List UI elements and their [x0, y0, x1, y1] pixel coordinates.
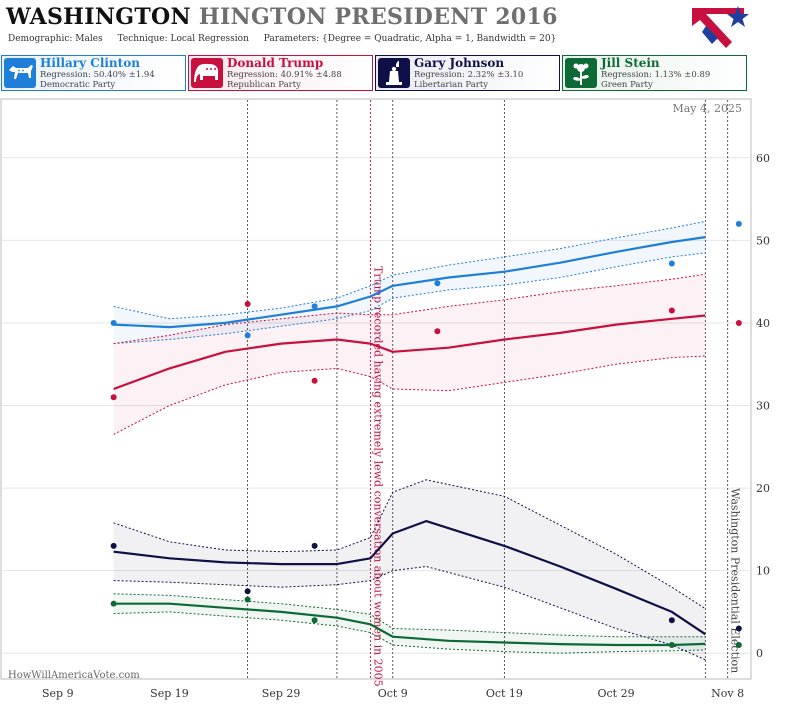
title-state: WASHINGTON [6, 4, 191, 30]
axis-layer: 0 10 20 30 40 50 60 Sep 9 Sep 19 Sep 29 Oct 9 Oct 1… [42, 152, 770, 700]
liberty-statue-icon [378, 58, 410, 88]
candidate-card-johnson: Gary Johnson Regression: 2.32% ±3.10 Lib… [375, 55, 560, 91]
candidate-party: Democratic Party [40, 80, 116, 90]
poll-point [735, 220, 742, 227]
candidate-card-stein: Jill Stein Regression: 1.13% ±0.89 Green… [562, 55, 747, 91]
candidate-regression: Regression: 1.13% ±0.89 [601, 70, 711, 80]
poll-point [244, 588, 251, 595]
lower-bound-line [113, 565, 706, 661]
parameters-label: Parameters: {Degree = Quadratic, Alpha =… [263, 34, 557, 44]
event-label: Trump recorded having extremely lewd con… [371, 266, 384, 687]
candidate-party: Libertarian Party [414, 80, 489, 90]
poll-point [434, 280, 441, 287]
chart-subtitle: Demographic: Males Technique: Local Regr… [8, 34, 568, 44]
poll-point [311, 377, 318, 384]
plot-frame [0, 98, 752, 680]
upper-bound-line [113, 220, 706, 320]
candidate-name: Hillary Clinton [40, 56, 140, 70]
x-tick-label: Nov 8 [711, 687, 744, 700]
site-logo-icon [692, 6, 749, 48]
poll-point [735, 319, 742, 326]
candidate-party: Republican Party [227, 80, 301, 90]
poll-point [311, 542, 318, 549]
lower-bound-line [113, 355, 706, 435]
y-tick-label: 10 [756, 565, 770, 578]
poll-point [668, 641, 675, 648]
candidate-party: Green Party [601, 80, 653, 90]
line-layer [113, 236, 706, 647]
poll-point [110, 394, 117, 401]
upper-bound-line [113, 479, 706, 610]
y-tick-label: 30 [756, 400, 770, 413]
poll-point [110, 600, 117, 607]
series-line [113, 520, 706, 636]
confidence-band [113, 274, 706, 435]
lower-bound-line [113, 252, 706, 345]
candidate-regression: Regression: 50.40% ±1.94 [40, 70, 155, 80]
poll-point [110, 542, 117, 549]
poll-point [668, 260, 675, 267]
date-label: May 4, 2025 [672, 102, 742, 115]
poll-point [668, 307, 675, 314]
flower-icon [565, 58, 597, 88]
y-tick-label: 40 [756, 317, 770, 330]
poll-point [311, 303, 318, 310]
band-layer [113, 220, 706, 661]
poll-point [668, 617, 675, 624]
x-tick-label: Oct 9 [378, 687, 408, 700]
watermark: HowWillAmericaVote.com [8, 670, 140, 681]
y-tick-label: 50 [756, 234, 770, 247]
candidate-name: Gary Johnson [414, 56, 505, 70]
donkey-icon [4, 58, 36, 88]
x-tick-label: Sep 19 [150, 687, 189, 700]
series-line [113, 236, 706, 329]
poll-point [434, 328, 441, 335]
x-tick-label: Oct 19 [486, 687, 523, 700]
y-tick-label: 20 [756, 482, 770, 495]
poll-point [244, 300, 251, 307]
y-tick-label: 0 [756, 647, 763, 660]
elephant-icon [191, 58, 223, 88]
candidate-regression: Regression: 2.32% ±3.10 [414, 70, 524, 80]
candidate-card-trump: Donald Trump Regression: 40.91% ±4.88 Re… [188, 55, 373, 91]
x-tick-label: Sep 9 [42, 687, 74, 700]
point-layer [110, 220, 742, 648]
demographic-label: Demographic: Males [8, 34, 103, 44]
series-line [113, 602, 706, 647]
upper-bound-line [113, 593, 706, 638]
candidate-name: Jill Stein [601, 56, 660, 70]
poll-point [735, 641, 742, 648]
poll-point [735, 625, 742, 632]
poll-point [110, 319, 117, 326]
y-tick-label: 60 [756, 152, 770, 165]
title-rest: HINGTON PRESIDENT 2016 [198, 4, 558, 30]
x-tick-label: Oct 29 [597, 687, 634, 700]
candidate-name: Donald Trump [227, 56, 324, 70]
x-tick-label: Sep 29 [262, 687, 301, 700]
technique-label: Technique: Local Regression [117, 34, 249, 44]
poll-point [244, 596, 251, 603]
poll-point [311, 617, 318, 624]
candidate-card-clinton: Hillary Clinton Regression: 50.40% ±1.94… [1, 55, 186, 91]
confidence-band [113, 479, 706, 660]
candidate-regression: Regression: 40.91% ±4.88 [227, 70, 342, 80]
poll-point [244, 332, 251, 339]
chart-title: WASHINGTON HINGTON PRESIDENT 2016 [6, 4, 558, 30]
confidence-band [113, 593, 706, 654]
series-line [113, 314, 706, 391]
upper-bound-line [113, 273, 706, 345]
